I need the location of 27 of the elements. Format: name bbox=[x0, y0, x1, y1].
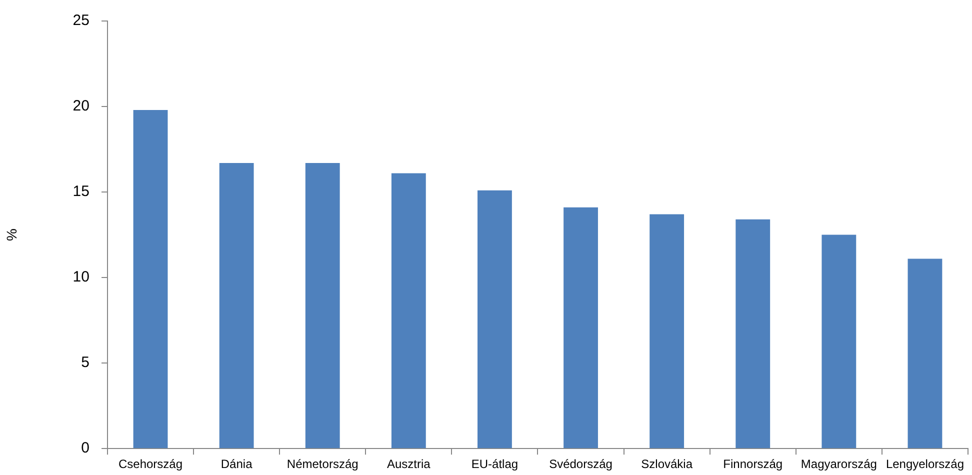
y-tick-label: 0 bbox=[81, 440, 90, 457]
x-tick-label: Szlovákia bbox=[641, 457, 693, 472]
bar bbox=[305, 162, 340, 448]
y-axis-title: % bbox=[3, 228, 20, 242]
x-tick-label: Csehország bbox=[118, 457, 183, 472]
bar bbox=[478, 190, 512, 448]
bar bbox=[219, 162, 254, 448]
bar bbox=[133, 110, 168, 448]
y-tick-label: 5 bbox=[81, 354, 90, 372]
y-tick-label: 15 bbox=[72, 183, 90, 200]
x-tick-label: Svédország bbox=[549, 457, 612, 472]
bar bbox=[822, 234, 856, 448]
x-tick-label: Lengyelország bbox=[886, 457, 964, 472]
x-tick-label: Finnország bbox=[723, 457, 783, 472]
bar bbox=[391, 173, 426, 448]
x-tick-label: Magyarország bbox=[800, 457, 877, 472]
x-tick-label: EU-átlag bbox=[471, 457, 518, 472]
bar bbox=[564, 207, 598, 448]
x-tick-label: Ausztria bbox=[386, 457, 431, 472]
x-tick-label: Németország bbox=[286, 457, 358, 472]
y-tick-label: 10 bbox=[72, 268, 90, 286]
y-tick-label: 25 bbox=[72, 12, 90, 30]
bar bbox=[908, 258, 942, 448]
y-tick-label: 20 bbox=[72, 98, 90, 115]
x-tick-label: Dánia bbox=[220, 457, 253, 472]
bar bbox=[650, 214, 684, 448]
bar bbox=[736, 219, 770, 448]
